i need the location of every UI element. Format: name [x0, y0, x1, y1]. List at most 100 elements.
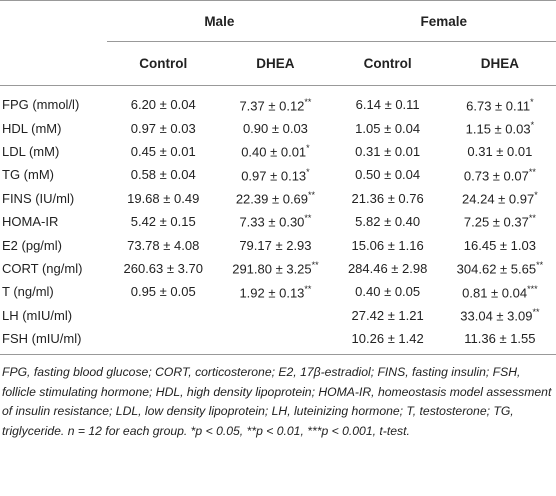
- cell: 22.39 ± 0.69**: [219, 187, 331, 210]
- cell: 0.40 ± 0.05: [332, 280, 444, 303]
- row-label: TG (mM): [0, 163, 107, 186]
- cell: 6.73 ± 0.11*: [444, 86, 556, 117]
- cell-text: 0.90 ± 0.03: [242, 120, 308, 136]
- cell: 1.15 ± 0.03*: [444, 116, 556, 139]
- cell: 1.05 ± 0.04: [332, 116, 444, 139]
- cell-text: 1.15 ± 0.03: [465, 121, 531, 137]
- column-header: DHEA: [443, 41, 556, 86]
- cell: 0.31 ± 0.01: [332, 140, 444, 163]
- cell: 0.97 ± 0.03: [107, 116, 219, 139]
- data-table: Male Female Control DHEA Control DHEA FPG (…: [0, 0, 556, 356]
- significance: **: [304, 213, 312, 224]
- cell-text: 291.80 ± 3.25: [232, 261, 312, 277]
- cell-text: 7.33 ± 0.30: [239, 214, 305, 230]
- cell: 0.95 ± 0.05: [107, 280, 219, 303]
- corner: [0, 41, 108, 86]
- cell: 16.45 ± 1.03: [444, 233, 556, 256]
- cell-text: 33.04 ± 3.09: [460, 308, 533, 324]
- column-header: DHEA: [219, 41, 332, 86]
- cell: 5.82 ± 0.40: [332, 210, 444, 233]
- cell: 19.68 ± 0.49: [107, 187, 219, 210]
- cell-text: 6.73 ± 0.11: [466, 97, 531, 113]
- column-header: Control: [331, 41, 444, 86]
- table-row: LDL (mM) 0.45 ± 0.01 0.40 ± 0.01* 0.31 ± 0.…: [0, 140, 556, 163]
- cell-text: CORT (ng/ml): [2, 260, 83, 276]
- significance: *: [534, 190, 538, 201]
- table-row: HDL (mM) 0.97 ± 0.03 0.90 ± 0.03 1.05 ± 0.0…: [0, 116, 556, 139]
- table-row: T (ng/ml) 0.95 ± 0.05 1.92 ± 0.13** 0.40 ± …: [0, 280, 556, 303]
- cell-text: 260.63 ± 3.70: [123, 260, 203, 276]
- cell: 79.17 ± 2.93: [219, 233, 331, 256]
- significance: **: [304, 96, 312, 107]
- table-row: E2 (pg/ml) 73.78 ± 4.08 79.17 ± 2.93 15.06 …: [0, 233, 556, 256]
- cell: 291.80 ± 3.25**: [219, 257, 331, 280]
- cell-text: 0.58 ± 0.04: [130, 167, 196, 183]
- cell: 0.73 ± 0.07**: [444, 163, 556, 186]
- cell-text: FPG (mmol/l): [2, 97, 80, 113]
- cell: 33.04 ± 3.09**: [444, 304, 556, 327]
- cell-text: 0.31 ± 0.01: [467, 143, 533, 159]
- cell-text: HDL (mM): [2, 120, 62, 136]
- footnote: FPG, fasting blood glucose; CORT, cortic…: [2, 365, 552, 438]
- cell: [219, 326, 332, 356]
- cell-text: 0.97 ± 0.13: [241, 168, 307, 184]
- cell: 0.45 ± 0.01: [107, 140, 219, 163]
- row-label: FPG (mmol/l): [0, 86, 107, 117]
- cell: 0.50 ± 0.04: [332, 163, 444, 186]
- cell: 73.78 ± 4.08: [107, 233, 219, 256]
- cell-text: 0.31 ± 0.01: [355, 143, 421, 159]
- cell-text: 27.42 ± 1.21: [351, 307, 424, 323]
- cell-text: 284.46 ± 2.98: [347, 260, 428, 276]
- row-label: HOMA-IR: [0, 210, 107, 233]
- cell: 10.26 ± 1.42: [331, 326, 444, 356]
- cell: 6.20 ± 0.04: [107, 86, 219, 117]
- row-label: CORT (ng/ml): [0, 257, 107, 280]
- cell-text: 21.36 ± 0.76: [351, 190, 424, 206]
- column-header: Control: [107, 41, 220, 86]
- table-row: TG (mM) 0.58 ± 0.04 0.97 ± 0.13* 0.50 ± 0.0…: [0, 163, 556, 186]
- cell-text: TG (mM): [2, 167, 54, 183]
- group-header: Male: [107, 0, 332, 42]
- significance: **: [304, 283, 312, 294]
- cell-text: 6.20 ± 0.04: [130, 97, 196, 113]
- table-row: FPG (mmol/l) 6.20 ± 0.04 7.37 ± 0.12** 6.14…: [0, 86, 556, 117]
- significance: ***: [527, 283, 538, 294]
- cell-text: 6.14 ± 0.11: [355, 97, 420, 113]
- significance: **: [536, 260, 544, 271]
- cell-text: 7.25 ± 0.37: [463, 214, 529, 230]
- cell-text: 1.92 ± 0.13: [239, 284, 305, 300]
- cell: 5.42 ± 0.15: [107, 210, 219, 233]
- cell-text: 1.05 ± 0.04: [355, 120, 421, 136]
- cell-text: 5.42 ± 0.15: [130, 214, 196, 230]
- row-label: HDL (mM): [0, 116, 107, 139]
- table-row: CORT (ng/ml) 260.63 ± 3.70 291.80 ± 3.25**…: [0, 257, 556, 280]
- cell: 284.46 ± 2.98: [332, 257, 444, 280]
- cell-text: 5.82 ± 0.40: [355, 214, 421, 230]
- cell-text: LDL (mM): [2, 143, 60, 159]
- cell-text: 22.39 ± 0.69: [235, 191, 309, 207]
- cell: 0.81 ± 0.04***: [444, 280, 556, 303]
- cell: 260.63 ± 3.70: [107, 257, 219, 280]
- cell: 0.90 ± 0.03: [219, 116, 331, 139]
- group-header: Female: [331, 0, 556, 42]
- table-row: FSH (mIU/ml) 10.26 ± 1.42 11.36 ± 1.55: [0, 326, 556, 356]
- cell-text: LH (mIU/ml): [2, 307, 73, 323]
- cell: 1.92 ± 0.13**: [219, 280, 331, 303]
- cell-text: 0.40 ± 0.05: [355, 284, 421, 300]
- cell: [219, 304, 331, 327]
- row-label: FSH (mIU/ml): [0, 326, 108, 356]
- cell: 0.97 ± 0.13*: [219, 163, 331, 186]
- table-row: LH (mIU/ml) 27.42 ± 1.21 33.04 ± 3.09**: [0, 304, 556, 327]
- cell: [107, 326, 220, 356]
- row-label: LH (mIU/ml): [0, 304, 107, 327]
- cell-text: 79.17 ± 2.93: [239, 237, 312, 253]
- significance: **: [532, 307, 540, 318]
- cell-text: 24.24 ± 0.97: [462, 191, 535, 207]
- cell: 21.36 ± 0.76: [332, 187, 444, 210]
- corner: [0, 0, 108, 42]
- significance: *: [530, 119, 535, 130]
- cell-text: 0.40 ± 0.01: [241, 144, 307, 160]
- cell: [107, 304, 219, 327]
- significance: **: [528, 166, 536, 177]
